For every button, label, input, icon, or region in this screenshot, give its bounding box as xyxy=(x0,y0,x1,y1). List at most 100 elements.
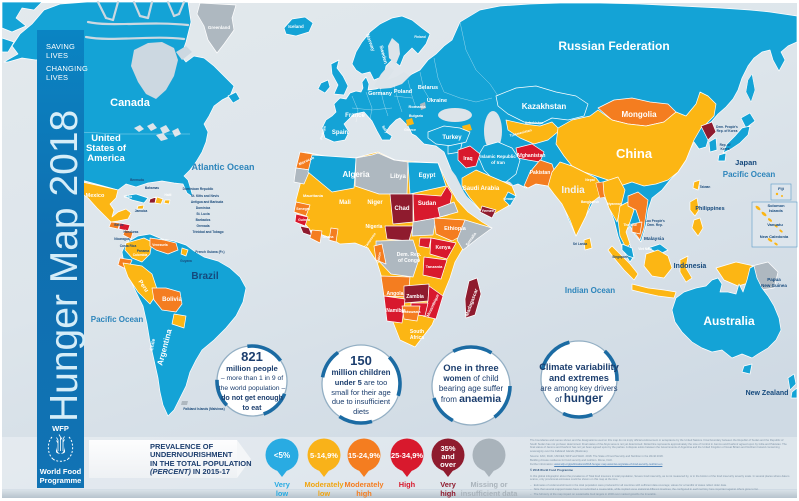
svg-text:Senegal: Senegal xyxy=(296,207,309,211)
svg-text:Programme: Programme xyxy=(40,476,82,485)
svg-text:Cuba: Cuba xyxy=(124,195,132,199)
svg-text:Costa Rica: Costa Rica xyxy=(120,244,137,248)
svg-text:Zambia: Zambia xyxy=(406,294,424,300)
svg-text:Atlantic Ocean: Atlantic Ocean xyxy=(191,162,254,172)
svg-text:Mali: Mali xyxy=(339,200,351,206)
svg-text:Bermuda: Bermuda xyxy=(130,178,144,182)
svg-text:Ethiopia: Ethiopia xyxy=(444,226,467,232)
svg-text:Malaysia: Malaysia xyxy=(644,236,664,242)
svg-text:Australia: Australia xyxy=(703,314,755,328)
svg-text:Pacific Ocean: Pacific Ocean xyxy=(91,315,144,324)
svg-text:St. Lucia: St. Lucia xyxy=(196,212,210,216)
svg-text:America: America xyxy=(87,153,125,164)
svg-text:Poland: Poland xyxy=(394,89,412,95)
svg-text:Saudi Arabia: Saudi Arabia xyxy=(463,186,500,192)
svg-text:25-34,9%: 25-34,9% xyxy=(391,451,423,460)
svg-text:India: India xyxy=(561,185,585,196)
svg-text:Missing or: Missing or xyxy=(471,480,508,489)
svg-text:of Iran: of Iran xyxy=(491,160,505,165)
svg-text:China: China xyxy=(616,146,653,161)
svg-text:Finland: Finland xyxy=(414,35,425,39)
svg-text:Kazakhstan: Kazakhstan xyxy=(522,102,567,111)
svg-text:Sweden: Sweden xyxy=(378,45,389,65)
svg-text:insufficient data: insufficient data xyxy=(461,489,519,498)
svg-text:Moderately: Moderately xyxy=(304,480,344,489)
svg-text:Turkmenistan: Turkmenistan xyxy=(509,128,532,138)
svg-text:Very: Very xyxy=(274,480,291,489)
svg-text:Panama: Panama xyxy=(137,249,149,253)
svg-text:Romania: Romania xyxy=(409,104,427,109)
svg-text:WFP: WFP xyxy=(52,424,69,433)
svg-text:Norway: Norway xyxy=(364,33,376,52)
svg-text:Pakistan: Pakistan xyxy=(530,170,551,176)
svg-text:Bolivia: Bolivia xyxy=(162,297,182,303)
svg-text:Namibia: Namibia xyxy=(386,308,406,314)
svg-text:Canada: Canada xyxy=(110,97,151,109)
svg-text:35%: 35% xyxy=(440,444,455,453)
svg-text:Sudan: Sudan xyxy=(418,201,437,207)
svg-text:Egypt: Egypt xyxy=(419,173,436,179)
svg-text:Dominican Republic: Dominican Republic xyxy=(183,187,214,191)
svg-text:Nepal: Nepal xyxy=(585,178,595,182)
svg-text:Venezuela: Venezuela xyxy=(152,243,168,247)
svg-text:Afghanistan: Afghanistan xyxy=(517,153,546,159)
svg-text:Very: Very xyxy=(440,480,457,489)
svg-text:Lao People's: Lao People's xyxy=(645,219,665,223)
svg-text:Libya: Libya xyxy=(390,174,406,180)
svg-text:Kenya: Kenya xyxy=(435,245,450,251)
svg-text:States of: States of xyxy=(86,143,127,154)
svg-text:Moderately: Moderately xyxy=(344,480,384,489)
svg-text:Bangladesh: Bangladesh xyxy=(581,200,599,204)
svg-text:Nicaragua: Nicaragua xyxy=(114,237,130,241)
svg-text:Rep. of Korea: Rep. of Korea xyxy=(717,129,738,133)
svg-text:Taiwan: Taiwan xyxy=(700,185,711,189)
svg-text:low: low xyxy=(276,489,289,498)
svg-text:High: High xyxy=(399,480,416,489)
svg-text:Antigua and Barbuda: Antigua and Barbuda xyxy=(191,200,223,204)
svg-text:Chad: Chad xyxy=(395,206,410,212)
svg-text:France: France xyxy=(345,113,365,119)
svg-text:Oman: Oman xyxy=(503,196,515,201)
svg-text:15-24,9%: 15-24,9% xyxy=(348,451,380,460)
svg-text:World Food: World Food xyxy=(40,467,82,476)
svg-text:5-14,9%: 5-14,9% xyxy=(310,451,338,460)
svg-text:Jamaica: Jamaica xyxy=(135,209,148,213)
svg-text:Italy: Italy xyxy=(381,124,390,134)
svg-text:Russian Federation: Russian Federation xyxy=(558,39,669,53)
svg-text:Niger: Niger xyxy=(367,200,383,206)
svg-text:Germany: Germany xyxy=(368,91,393,97)
svg-text:Vanuatu: Vanuatu xyxy=(767,222,783,227)
svg-text:St. Kitts and Nevis: St. Kitts and Nevis xyxy=(191,194,219,198)
svg-text:of Congo: of Congo xyxy=(398,258,420,264)
svg-text:Algeria: Algeria xyxy=(342,170,370,179)
svg-text:Dominica: Dominica xyxy=(196,206,211,210)
svg-text:Mexico: Mexico xyxy=(86,193,105,199)
svg-text:Haiti: Haiti xyxy=(165,193,172,197)
svg-text:Ghana: Ghana xyxy=(323,235,334,239)
svg-text:Viet Nam: Viet Nam xyxy=(638,247,652,251)
svg-text:Sri Lanka: Sri Lanka xyxy=(573,242,588,246)
svg-text:<5%: <5% xyxy=(274,451,290,460)
svg-text:Botswana: Botswana xyxy=(402,309,422,314)
svg-text:South: South xyxy=(410,329,424,335)
svg-text:New Guinea: New Guinea xyxy=(761,283,787,288)
svg-text:Barbados: Barbados xyxy=(196,218,211,222)
svg-text:Trinidad and Tobago: Trinidad and Tobago xyxy=(192,230,223,234)
svg-text:French Guiana (Fr.): French Guiana (Fr.) xyxy=(195,250,224,254)
svg-text:Uzbekistan: Uzbekistan xyxy=(525,121,543,125)
svg-text:United: United xyxy=(91,133,121,144)
svg-text:high: high xyxy=(356,489,372,498)
svg-text:and: and xyxy=(441,452,455,461)
svg-text:Morocco: Morocco xyxy=(298,155,316,167)
svg-text:Mauritania: Mauritania xyxy=(303,193,324,198)
svg-text:Indian Ocean: Indian Ocean xyxy=(565,286,615,295)
svg-text:New Zealand: New Zealand xyxy=(746,390,789,397)
svg-text:over: over xyxy=(440,460,456,469)
svg-text:Turkey: Turkey xyxy=(442,135,462,141)
svg-text:Papua: Papua xyxy=(767,277,781,282)
svg-text:Dem. Rep.: Dem. Rep. xyxy=(397,252,422,258)
svg-text:Pacific Ocean: Pacific Ocean xyxy=(723,170,776,179)
svg-text:Yemen: Yemen xyxy=(482,208,495,213)
svg-text:Mongolia: Mongolia xyxy=(621,110,657,119)
svg-text:Spain: Spain xyxy=(332,130,349,136)
